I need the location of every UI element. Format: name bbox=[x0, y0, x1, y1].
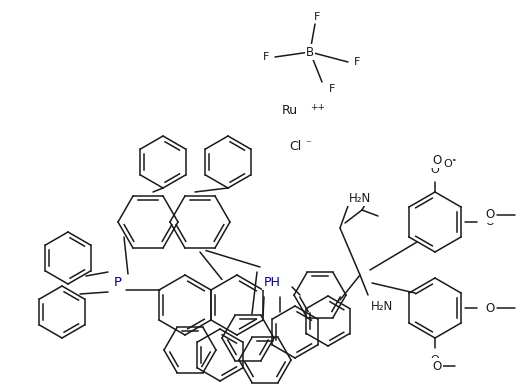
Text: O: O bbox=[430, 355, 439, 365]
Text: B: B bbox=[306, 46, 314, 58]
Text: O: O bbox=[432, 154, 441, 166]
Text: F: F bbox=[354, 57, 360, 67]
Text: O: O bbox=[430, 165, 439, 175]
Text: O: O bbox=[485, 301, 494, 315]
Text: H₂N: H₂N bbox=[371, 300, 393, 313]
Text: H₂N: H₂N bbox=[349, 192, 371, 204]
Text: O: O bbox=[443, 159, 452, 169]
Text: F: F bbox=[263, 52, 269, 62]
Text: O: O bbox=[485, 209, 494, 221]
Text: Ru: Ru bbox=[282, 103, 298, 116]
Text: F: F bbox=[314, 12, 320, 22]
Text: F: F bbox=[329, 84, 335, 94]
Text: ++: ++ bbox=[311, 103, 325, 111]
Text: PH: PH bbox=[263, 276, 280, 288]
Text: ⁻: ⁻ bbox=[305, 139, 311, 149]
Text: O: O bbox=[432, 360, 441, 373]
Text: O: O bbox=[485, 217, 494, 227]
Text: P: P bbox=[114, 276, 122, 288]
Text: Cl: Cl bbox=[289, 140, 301, 154]
Text: O: O bbox=[485, 303, 494, 313]
